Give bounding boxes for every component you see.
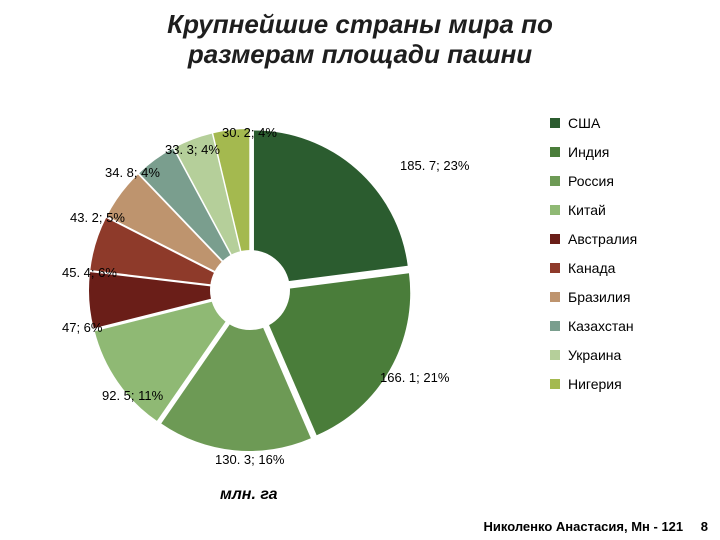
title-line1: Крупнейшие страны мира по [167, 9, 553, 39]
slice-label: 45. 4; 6% [62, 265, 117, 280]
legend-swatch [550, 350, 560, 360]
title-line2: размерам площади пашни [188, 39, 532, 69]
legend-item: Канада [550, 260, 710, 276]
legend-item: Австралия [550, 231, 710, 247]
legend-label: Россия [568, 173, 614, 189]
footer: Николенко Анастасия, Мн - 121 8 [484, 519, 709, 534]
axis-label: млн. га [220, 486, 278, 504]
slice-label: 92. 5; 11% [102, 388, 163, 403]
legend-swatch [550, 205, 560, 215]
slice-label: 130. 3; 16% [215, 452, 284, 467]
chart-title: Крупнейшие страны мира по размерам площа… [0, 10, 720, 70]
pie-chart [60, 100, 440, 480]
legend-label: Украина [568, 347, 621, 363]
author-text: Николенко Анастасия, Мн - 121 [484, 519, 684, 534]
legend-label: Китай [568, 202, 606, 218]
legend-swatch [550, 147, 560, 157]
legend-label: Австралия [568, 231, 637, 247]
legend-swatch [550, 321, 560, 331]
legend: США Индия Россия Китай Австралия Канада Бразил… [550, 115, 710, 405]
slice-label: 34. 8; 4% [105, 165, 160, 180]
legend-item: Бразилия [550, 289, 710, 305]
pie-hole [210, 250, 290, 330]
legend-label: США [568, 115, 600, 131]
legend-label: Нигерия [568, 376, 622, 392]
legend-swatch [550, 379, 560, 389]
slice-label: 166. 1; 21% [380, 370, 449, 385]
slice-label: 30. 2; 4% [222, 125, 277, 140]
legend-item: Украина [550, 347, 710, 363]
slice-label: 47; 6% [62, 320, 102, 335]
legend-item: США [550, 115, 710, 131]
legend-swatch [550, 263, 560, 273]
legend-item: Китай [550, 202, 710, 218]
legend-swatch [550, 234, 560, 244]
legend-swatch [550, 118, 560, 128]
slice-label: 185. 7; 23% [400, 158, 469, 173]
pie-svg [60, 100, 440, 480]
legend-label: Канада [568, 260, 615, 276]
legend-item: Индия [550, 144, 710, 160]
legend-swatch [550, 176, 560, 186]
legend-swatch [550, 292, 560, 302]
legend-item: Нигерия [550, 376, 710, 392]
slice-label: 33. 3; 4% [165, 142, 220, 157]
page-number: 8 [701, 519, 708, 534]
legend-item: Россия [550, 173, 710, 189]
legend-item: Казахстан [550, 318, 710, 334]
legend-label: Индия [568, 144, 609, 160]
legend-label: Бразилия [568, 289, 630, 305]
legend-label: Казахстан [568, 318, 634, 334]
slice-label: 43. 2; 5% [70, 210, 125, 225]
